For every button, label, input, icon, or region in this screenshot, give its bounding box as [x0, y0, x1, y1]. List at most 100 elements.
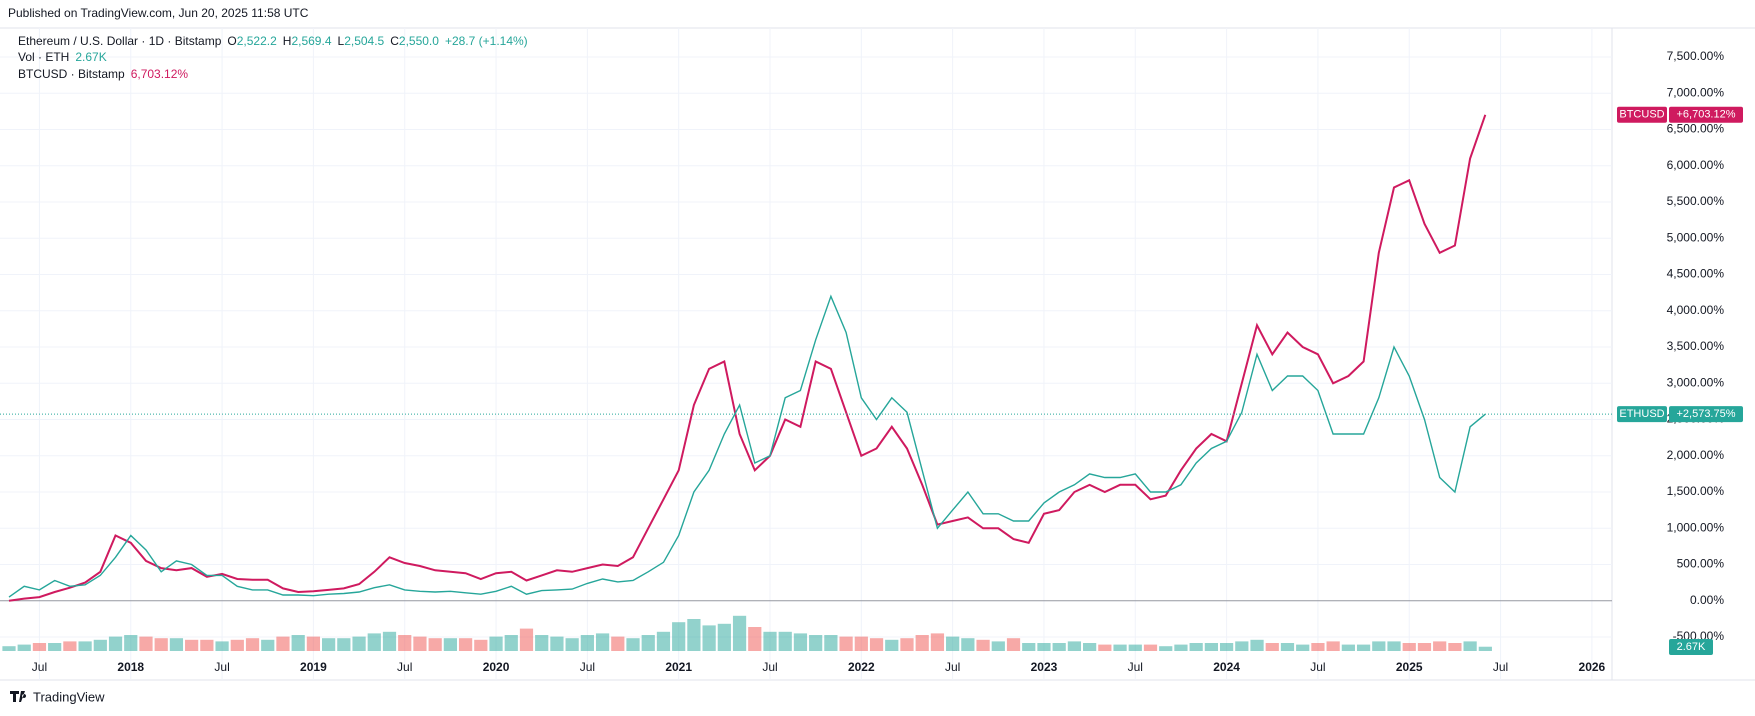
volume-bar: [1128, 644, 1142, 651]
volume-bar: [382, 631, 397, 651]
volume-bar: [778, 631, 792, 651]
legend-text: Vol · ETH: [18, 50, 69, 64]
volume-bar: [48, 643, 62, 651]
volume-bar: [1219, 643, 1234, 651]
x-tick-label: Jul: [945, 660, 960, 674]
volume-bar: [1083, 643, 1097, 651]
volume-bar: [489, 636, 503, 651]
volume-bar: [1174, 644, 1188, 651]
volume-bar: [900, 638, 914, 651]
volume-bar: [63, 641, 77, 651]
volume-bar: [1280, 643, 1295, 651]
legend-text: Ethereum / U.S. Dollar · 1D · Bitstamp: [18, 34, 222, 48]
y-tick-label: 6,000.00%: [1667, 158, 1725, 172]
legend-text: C: [390, 34, 399, 48]
volume-tag: 2.67K: [1677, 641, 1706, 653]
y-tick-label: 5,500.00%: [1667, 194, 1725, 208]
volume-bar: [672, 622, 686, 651]
volume-bar: [1204, 643, 1218, 651]
volume-bar: [1098, 644, 1112, 651]
y-tick-label: 3,000.00%: [1667, 375, 1725, 389]
volume-bar: [1448, 643, 1462, 651]
volume-bar: [458, 638, 473, 651]
volume-bar: [595, 633, 610, 651]
volume-bar: [626, 638, 640, 651]
legend-text: L: [338, 34, 345, 48]
volume-bar: [839, 636, 853, 651]
volume-bar: [200, 639, 214, 651]
x-tick-label: Jul: [580, 660, 595, 674]
volume-tag-box: [1669, 639, 1713, 655]
x-tick-label: Jul: [397, 660, 412, 674]
volume-bar: [1387, 641, 1401, 651]
volume-bar: [550, 636, 564, 651]
x-tick-label: 2020: [483, 660, 510, 674]
volume-bar: [93, 639, 107, 651]
volume-bar: [139, 636, 153, 651]
volume-bar: [1067, 641, 1082, 651]
volume-bar: [443, 638, 457, 651]
volume-bar: [276, 636, 290, 651]
legend-volume: Vol · ETH 2.67K: [18, 50, 107, 64]
volume-bar: [1143, 644, 1158, 651]
series-line: [8, 294, 1486, 598]
y-tick-label: 500.00%: [1677, 557, 1725, 571]
brand-logo: [10, 691, 27, 702]
x-tick-label: Jul: [1493, 660, 1508, 674]
volume-bar: [108, 636, 123, 651]
volume-bar: [1463, 641, 1477, 651]
volume-bar: [1006, 638, 1021, 651]
x-tick-label: Jul: [214, 660, 229, 674]
x-tick-label: Jul: [1128, 660, 1143, 674]
volume-bar: [930, 633, 945, 651]
tag-value-box: [1669, 406, 1743, 423]
volume-bar: [1296, 644, 1310, 651]
volume-bar: [717, 623, 731, 651]
legend-value: 2,522.2: [237, 34, 277, 48]
x-tick-label: 2025: [1396, 660, 1423, 674]
volume-bar: [1037, 643, 1051, 651]
volume-bar: [1417, 643, 1432, 651]
x-tick-label: 2019: [300, 660, 327, 674]
volume-bar: [1052, 643, 1066, 651]
volume-bar: [809, 635, 823, 651]
y-tick-label: 4,500.00%: [1667, 267, 1725, 281]
legend-text: O: [227, 34, 236, 48]
volume-bar: [185, 639, 199, 651]
volume-bar: [535, 635, 549, 651]
volume-bar: [124, 635, 138, 651]
tag-name: ETHUSD: [1619, 408, 1664, 420]
legend-value: 2,550.0: [399, 34, 439, 48]
brand-name: TradingView: [33, 689, 105, 704]
volume-bar: [154, 638, 168, 651]
volume-bar: [869, 638, 884, 651]
tag-name-box: [1617, 106, 1667, 123]
volume-bar: [1311, 643, 1325, 651]
legend-text: BTCUSD · Bitstamp: [18, 67, 125, 81]
volume-bar: [763, 631, 777, 651]
legend-value: 2.67K: [75, 50, 106, 64]
volume-bar: [1433, 641, 1447, 651]
series-line: [8, 114, 1487, 602]
legend-value: 2,504.5: [344, 34, 384, 48]
volume-bar: [732, 615, 747, 651]
volume-bar: [398, 635, 412, 651]
brand: TradingView: [10, 689, 105, 704]
legend-value: 6,703.12%: [131, 67, 189, 81]
x-tick-label: Jul: [762, 660, 777, 674]
y-tick-label: 7,000.00%: [1667, 85, 1725, 99]
tag-value: +2,573.75%: [1676, 408, 1735, 420]
volume-bar: [961, 638, 975, 651]
volume-bar: [245, 638, 260, 651]
y-tick-label: 2,000.00%: [1667, 448, 1725, 462]
volume-bar: [1022, 643, 1036, 651]
volume-bar: [656, 631, 671, 651]
volume-bar: [367, 633, 381, 651]
volume-bar: [352, 636, 366, 651]
volume-bar: [824, 635, 838, 651]
x-tick-label: 2023: [1031, 660, 1058, 674]
y-tick-label: 6,500.00%: [1667, 122, 1725, 136]
volume-bar: [17, 644, 31, 651]
